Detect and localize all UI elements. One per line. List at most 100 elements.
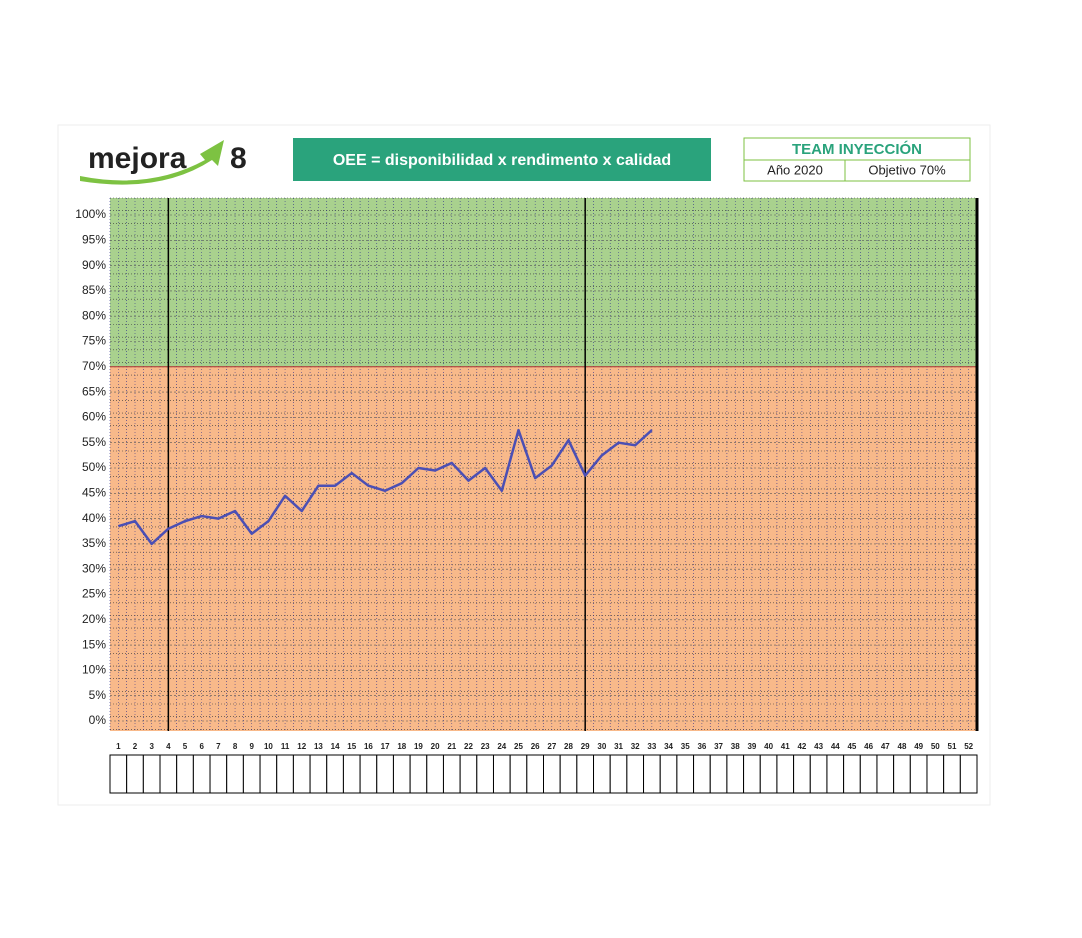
y-tick-label: 20% [82, 612, 106, 626]
x-tick-label: 32 [631, 742, 640, 751]
entry-box [893, 754, 911, 794]
entry-box [309, 754, 328, 794]
x-tick-label: 50 [931, 742, 940, 751]
y-tick-label: 80% [82, 308, 106, 322]
entry-box [492, 754, 511, 794]
x-tick-label: 19 [414, 742, 423, 751]
y-tick-label: 60% [82, 410, 106, 424]
x-tick-label: 49 [914, 742, 923, 751]
x-tick-label: 34 [664, 742, 673, 751]
x-tick-label: 9 [249, 742, 254, 751]
x-tick-label: 42 [797, 742, 806, 751]
x-tick-label: 18 [397, 742, 406, 751]
entry-box [392, 754, 411, 794]
x-tick-label: 36 [697, 742, 706, 751]
entry-box [442, 754, 461, 794]
x-tick-label: 13 [314, 742, 323, 751]
y-tick-label: 35% [82, 536, 106, 550]
entry-box [743, 754, 761, 794]
y-tick-label: 45% [82, 485, 106, 499]
entry-box [809, 754, 828, 794]
x-tick-label: 12 [297, 742, 306, 751]
entry-box [859, 754, 878, 794]
x-tick-label: 52 [964, 742, 973, 751]
entry-box [793, 754, 811, 794]
logo-text: mejora [88, 142, 187, 175]
entry-box [943, 754, 961, 794]
y-tick-label: 95% [82, 232, 106, 246]
logo-arrow [80, 140, 224, 185]
entry-box [909, 754, 928, 794]
entry-box [459, 754, 478, 794]
x-tick-label: 38 [731, 742, 740, 751]
y-tick-label: 85% [82, 283, 106, 297]
x-tick-label: 3 [149, 742, 154, 751]
entry-box [242, 754, 261, 794]
entry-box [359, 754, 378, 794]
x-tick-label: 24 [497, 742, 506, 751]
y-tick-label: 10% [82, 663, 106, 677]
entry-box [376, 754, 394, 794]
y-tick-label: 5% [89, 688, 107, 702]
y-tick-label: 55% [82, 435, 106, 449]
entry-box [292, 754, 311, 794]
x-tick-label: 44 [831, 742, 840, 751]
x-tick-label: 35 [681, 742, 690, 751]
entry-box [226, 754, 244, 794]
target-label: Objetivo 70% [868, 162, 946, 177]
entry-box [259, 754, 278, 794]
x-tick-label: 11 [281, 742, 290, 751]
x-tick-label: 2 [133, 742, 138, 751]
entry-box [593, 754, 611, 794]
entry-box [109, 754, 128, 794]
chart-title: OEE = disponibilidad x rendimento x cali… [333, 152, 671, 169]
x-tick-label: 14 [331, 742, 340, 751]
y-tick-label: 65% [82, 384, 106, 398]
entry-box [659, 754, 678, 794]
x-tick-label: 40 [764, 742, 773, 751]
year: Año 2020 [767, 162, 823, 177]
entry-box [626, 754, 645, 794]
x-tick-label: 20 [431, 742, 440, 751]
entry-box [326, 754, 344, 794]
entry-box [843, 754, 861, 794]
x-tick-label: 17 [381, 742, 390, 751]
entry-box [209, 754, 228, 794]
below-target-zone [110, 366, 977, 731]
entry-box [526, 754, 544, 794]
entry-box [609, 754, 628, 794]
x-tick-label: 43 [814, 742, 823, 751]
entry-box [543, 754, 561, 794]
y-tick-label: 75% [82, 334, 106, 348]
data-line [117, 428, 653, 546]
x-tick-label: 26 [531, 742, 540, 751]
x-tick-label: 51 [948, 742, 957, 751]
x-tick-label: 8 [233, 742, 238, 751]
entry-box [693, 754, 711, 794]
x-tick-label: 25 [514, 742, 523, 751]
entry-box [559, 754, 578, 794]
x-tick-label: 15 [347, 742, 356, 751]
x-tick-label: 10 [264, 742, 273, 751]
x-tick-label: 4 [166, 742, 171, 751]
entry-box [776, 754, 795, 794]
entry-box [643, 754, 661, 794]
y-tick-label: 50% [82, 460, 106, 474]
entry-box [142, 754, 161, 794]
x-tick-label: 37 [714, 742, 723, 751]
x-tick-label: 31 [614, 742, 623, 751]
entry-box [176, 754, 194, 794]
y-tick-label: 90% [82, 258, 106, 272]
y-tick-label: 25% [82, 587, 106, 601]
y-tick-label: 15% [82, 637, 106, 651]
entry-box [426, 754, 444, 794]
y-tick-label: 70% [82, 359, 106, 373]
y-tick-label: 100% [75, 207, 106, 221]
x-tick-label: 16 [364, 742, 373, 751]
entry-box [676, 754, 695, 794]
entry-box [826, 754, 845, 794]
x-tick-label: 6 [199, 742, 204, 751]
x-tick-label: 27 [547, 742, 556, 751]
team-name: TEAM INYECCIÓN [792, 140, 922, 158]
